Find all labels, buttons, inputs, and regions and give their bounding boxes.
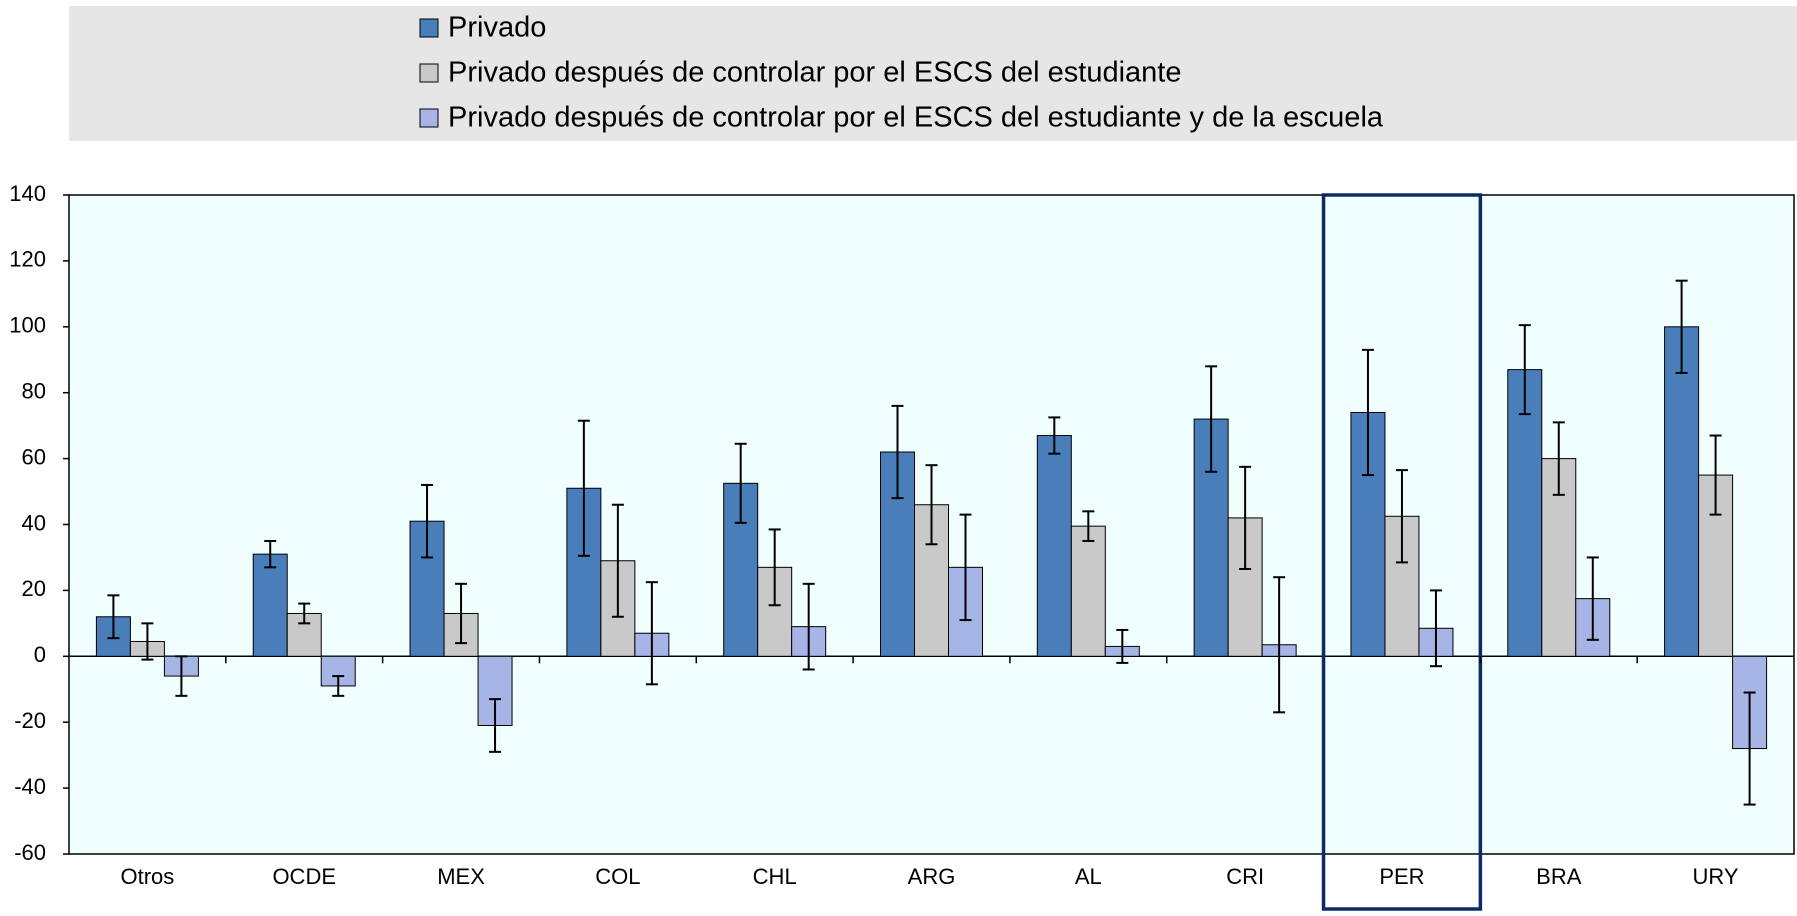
error-bar [768,528,781,607]
x-tick-label: COL [595,864,640,889]
error-bar [1273,576,1286,714]
error-bar [1205,365,1218,473]
x-tick-label: PER [1379,864,1424,889]
error-bar [959,513,972,622]
error-bar [421,483,434,559]
legend-label: Privado después de controlar por el ESCS… [448,57,1182,89]
highlight-box [1321,193,1483,911]
error-bar [734,442,747,524]
x-tick-label: CHL [753,864,797,889]
error-bar [141,622,154,661]
x-tick-label: MEX [437,864,485,889]
x-tick-label: BRA [1536,864,1582,889]
y-tick-label: -20 [14,708,46,733]
y-tick-label: 100 [9,313,46,338]
x-tick-label: ARG [908,864,956,889]
bar [1036,435,1072,657]
y-tick-label: 80 [22,379,46,404]
y-tick-label: 20 [22,576,46,601]
error-bar [1082,510,1095,542]
legend-swatch [419,18,439,38]
bar [1664,326,1700,657]
bar [1541,458,1577,657]
error-bar [1395,469,1408,564]
error-bar [1552,421,1565,496]
error-bar [802,582,815,671]
error-bar [1586,556,1599,641]
error-bar [645,581,658,686]
x-tick-label: CRI [1226,864,1264,889]
bar [1070,525,1106,657]
legend-label: Privado después de controlar por el ESCS… [448,102,1384,134]
error-bar [332,675,345,697]
y-tick-label: 140 [9,181,46,206]
legend-swatch [419,108,439,128]
legend-background [69,6,1797,141]
error-bar [1429,589,1442,668]
error-bar [298,602,311,625]
x-tick-label: OCDE [272,864,336,889]
y-tick-label: -40 [14,774,46,799]
error-bar [489,698,502,753]
y-tick-label: 0 [34,642,46,667]
y-tick-label: 40 [22,510,46,535]
x-tick-label: AL [1075,864,1102,889]
error-bar [1361,348,1374,477]
bar [1507,369,1543,657]
error-bar [107,594,120,640]
error-bar [455,582,468,645]
error-bar [891,404,904,500]
y-tick-label: 60 [22,444,46,469]
y-tick-label: -60 [14,840,46,865]
error-bar [1675,279,1688,374]
legend-label: Privado [448,12,546,44]
x-tick-label: Otros [121,864,175,889]
error-bar [1709,434,1722,516]
error-bar [1743,691,1756,806]
error-bar [175,655,188,697]
error-bar [577,419,590,557]
y-tick-label: 120 [9,247,46,272]
x-tick-label: URY [1693,864,1739,889]
bar [252,553,288,657]
error-bar [1048,416,1061,455]
error-bar [1116,628,1129,664]
error-bar [925,464,938,546]
legend-swatch [419,63,439,83]
error-bar [264,539,277,569]
error-bar [1518,324,1531,416]
error-bar [611,503,624,618]
error-bar [1239,465,1252,570]
